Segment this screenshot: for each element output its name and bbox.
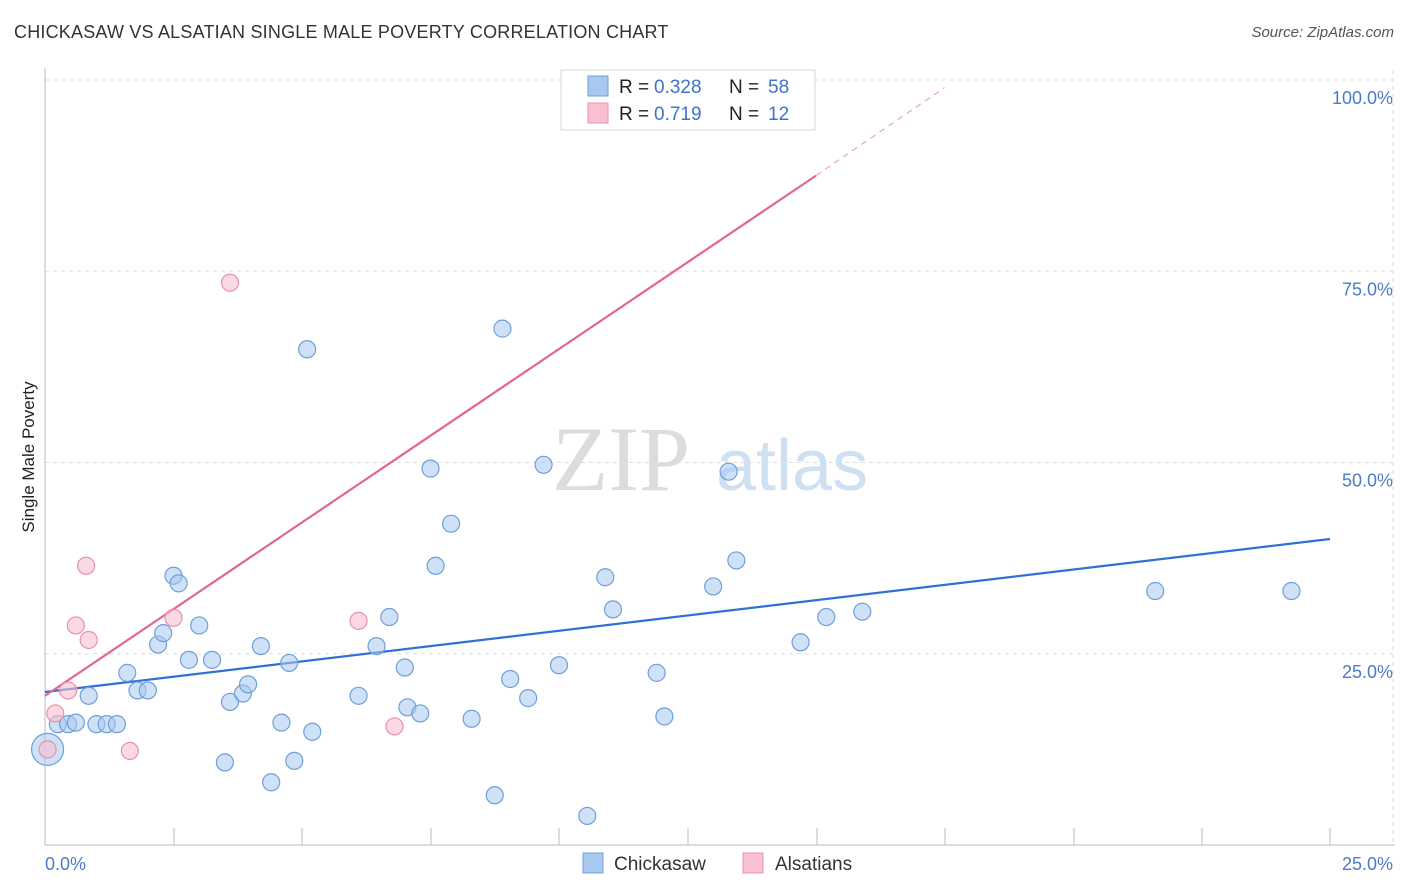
chickasaw-point	[169, 574, 188, 593]
chickasaw-point	[272, 713, 291, 732]
chickasaw-point	[285, 751, 304, 770]
chickasaw-point	[596, 568, 615, 587]
chickasaw-point	[853, 602, 872, 621]
chickasaw-point	[603, 600, 623, 619]
chickasaw-point	[421, 459, 440, 478]
legend-r-label: R =	[619, 104, 649, 125]
legend-n-label: N =	[729, 104, 759, 125]
chickasaw-point	[704, 577, 723, 596]
chickasaw-point	[395, 658, 414, 677]
chickasaw-point	[411, 704, 430, 723]
chickasaw-point	[79, 686, 98, 705]
legend-r-value: 0.328	[654, 77, 702, 98]
alsatians-point	[164, 608, 183, 627]
y-tick-label: 50.0%	[1342, 471, 1393, 491]
chickasaw-point	[298, 340, 317, 359]
legend-n-value: 58	[768, 77, 789, 98]
alsatians-point	[220, 273, 240, 292]
alsatians-legend-swatch	[587, 102, 609, 124]
chickasaw-point	[791, 633, 810, 652]
chickasaw-point	[367, 636, 386, 656]
chickasaw-point	[215, 753, 234, 772]
trend-lines	[44, 87, 1331, 697]
y-tick-label: 100.0%	[1332, 88, 1393, 108]
x-tick-labels: 0.0% 25.0%	[45, 854, 1393, 874]
watermark-atlas: atlas	[716, 426, 868, 506]
alsatians-point	[77, 556, 96, 575]
alsatians-legend-swatch	[742, 852, 764, 874]
chickasaw-point	[280, 653, 299, 673]
alsatians-trend-line	[44, 174, 817, 697]
alsatians-point	[46, 704, 65, 723]
legend-r-value: 0.719	[654, 104, 702, 125]
watermark-zip: ZIP	[552, 408, 690, 510]
series-legend: Chickasaw Alsatians	[582, 852, 852, 875]
chickasaw-point	[262, 773, 281, 792]
chickasaw-point	[817, 607, 836, 627]
chickasaw-point	[426, 556, 445, 575]
chickasaw-point	[138, 681, 157, 700]
chickasaw-point	[303, 722, 322, 741]
legend-alsatians-label: Alsatians	[775, 854, 852, 875]
chickasaw-point	[238, 675, 258, 694]
alsatians-point	[59, 681, 78, 700]
alsatians-trend-extension	[815, 87, 945, 177]
alsatians-point	[79, 630, 98, 650]
chickasaw-point	[462, 709, 481, 728]
x-tick-label: 25.0%	[1342, 854, 1393, 874]
alsatians-point	[385, 717, 404, 736]
data-points	[30, 273, 1301, 826]
chickasaw-point	[349, 686, 368, 705]
chickasaw-point	[118, 663, 137, 682]
chickasaw-point	[727, 551, 746, 570]
chickasaw-trend-line	[44, 537, 1331, 694]
chickasaw-point	[107, 715, 127, 734]
chickasaw-point	[251, 636, 270, 656]
legend-r-label: R =	[619, 77, 649, 98]
alsatians-point	[120, 741, 139, 761]
chickasaw-point	[1146, 581, 1165, 601]
axes	[44, 68, 1395, 846]
chart-title: CHICKASAW VS ALSATIAN SINGLE MALE POVERT…	[14, 22, 669, 42]
chickasaw-point	[220, 692, 240, 712]
alsatians-point	[349, 611, 368, 630]
alsatians-point	[38, 740, 57, 759]
chickasaw-point	[179, 650, 199, 669]
legend-n-value: 12	[768, 104, 789, 125]
legend-n-label: N =	[729, 77, 759, 98]
chickasaw-legend-swatch	[587, 75, 609, 97]
chickasaw-point	[485, 786, 504, 805]
chickasaw-point	[519, 689, 538, 708]
y-tick-label: 25.0%	[1342, 662, 1393, 682]
chickasaw-point	[380, 607, 399, 627]
chickasaw-point	[441, 514, 461, 533]
chickasaw-point	[655, 707, 674, 726]
alsatians-point	[66, 616, 85, 635]
x-tick-label: 0.0%	[45, 854, 86, 874]
chickasaw-point	[154, 623, 173, 643]
y-axis-title: Single Male Poverty	[19, 381, 38, 533]
source-label: Source: ZipAtlas.com	[1251, 24, 1394, 41]
y-tick-label: 75.0%	[1342, 279, 1393, 299]
chickasaw-point	[493, 319, 512, 338]
chickasaw-point	[719, 462, 738, 481]
chickasaw-point	[202, 650, 222, 669]
chickasaw-point	[549, 656, 569, 675]
chickasaw-point	[647, 663, 666, 682]
chickasaw-point	[66, 713, 85, 732]
legend-chickasaw-label: Chickasaw	[614, 854, 706, 875]
y-tick-labels: 25.0% 50.0% 75.0% 100.0%	[1332, 88, 1393, 682]
chickasaw-point	[578, 806, 597, 826]
chickasaw-legend-swatch	[582, 852, 604, 874]
chickasaw-point	[1282, 581, 1301, 601]
chickasaw-point	[501, 669, 520, 689]
stats-legend: R = 0.328 N = 58 R = 0.719 N = 12	[560, 69, 816, 131]
watermark: ZIP atlas	[552, 408, 868, 510]
chickasaw-point	[534, 455, 553, 474]
chickasaw-point	[190, 616, 209, 635]
